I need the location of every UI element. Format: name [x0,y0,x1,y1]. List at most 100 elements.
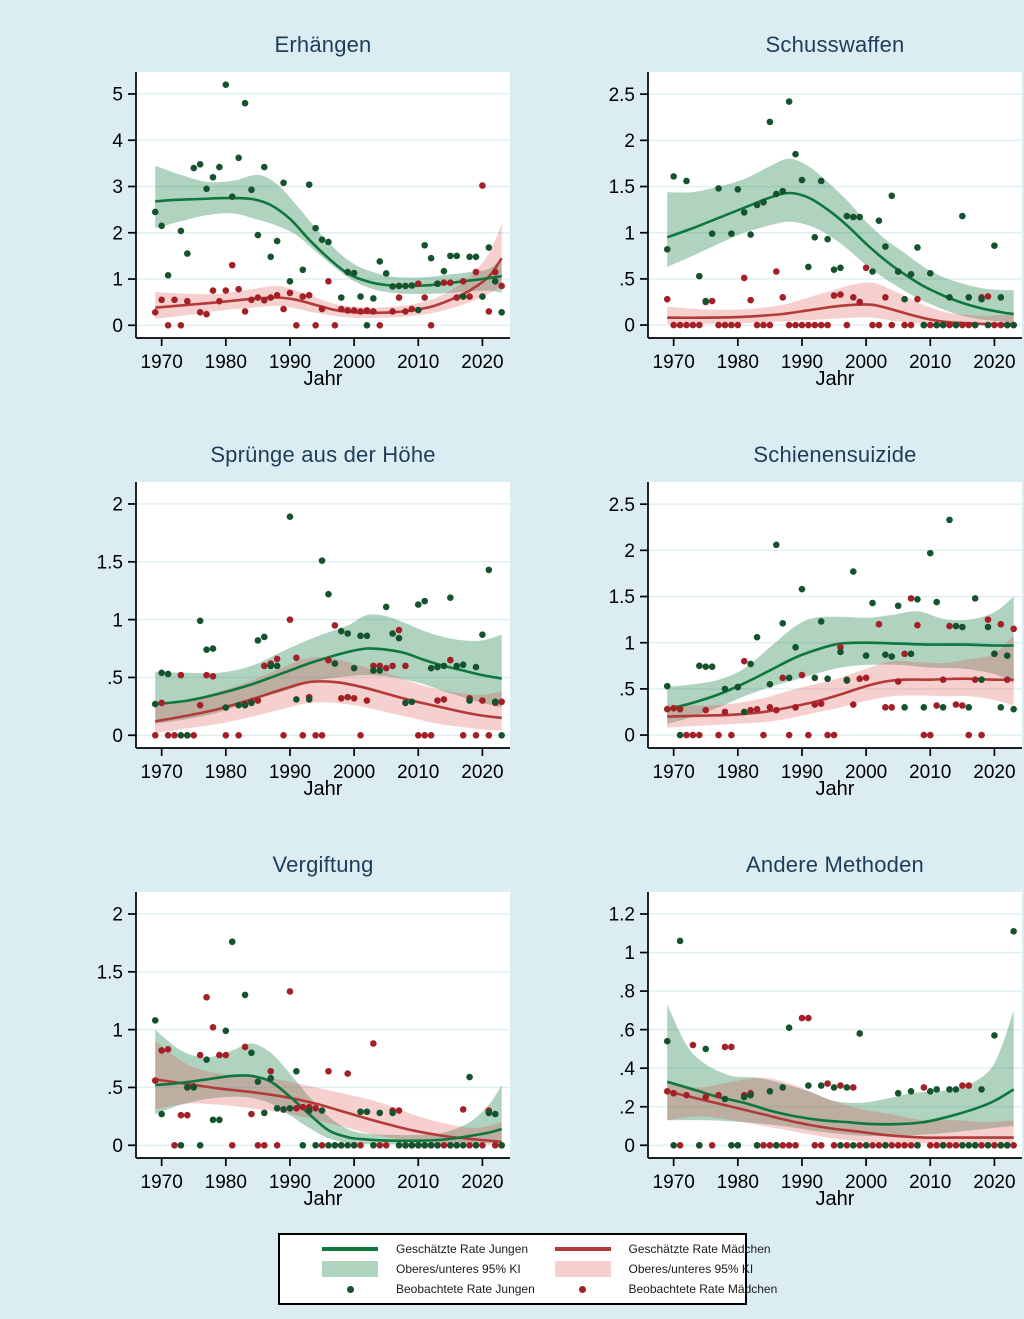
girls-ci-band-swatch [554,1261,611,1277]
svg-text:1.5: 1.5 [609,177,635,198]
svg-text:0: 0 [624,1136,635,1157]
legend-item-girls-observed: Beobachtete Rate Mädchen [513,1281,777,1298]
girls-fit-line-swatch [554,1247,611,1251]
svg-text:1.5: 1.5 [97,552,123,573]
svg-text:1970: 1970 [653,352,695,373]
panel-title: Erhängen [274,32,372,57]
svg-text:.2: .2 [619,1097,635,1118]
svg-text:2.5: 2.5 [609,85,635,106]
svg-text:.4: .4 [619,1059,635,1080]
svg-text:2000: 2000 [333,1172,375,1193]
legend-item-girls-fit: Geschätzte Rate Mädchen [513,1241,771,1258]
panel-schienensuizide: 0 .5 1 1.5 2 2.5 1970 1980 1990 2000 2010 2020 Schi… [552,426,1024,836]
x-axis-label: Jahr [815,778,855,800]
legend-label: Beobachtete Rate Jungen [396,1282,535,1296]
chart-canvas-schienensuizide: 0 .5 1 1.5 2 2.5 1970 1980 1990 2000 2010 2020 [609,482,1022,783]
svg-text:2000: 2000 [845,762,887,783]
panel-schusswaffen: 0 .5 1 1.5 2 2.5 1970 1980 1990 2000 2010 2020 Schu… [552,16,1024,426]
svg-text:2000: 2000 [333,762,375,783]
x-axis-label: Jahr [303,368,343,390]
svg-text:2010: 2010 [397,1172,439,1193]
svg-text:.5: .5 [619,270,635,291]
chart-canvas-spruenge: 0 .5 1 1.5 2 1970 1980 1990 2000 2010 2020 [97,482,510,783]
legend-label: Geschätzte Rate Jungen [396,1242,529,1256]
x-axis-label: Jahr [815,368,855,390]
svg-text:1990: 1990 [781,352,823,373]
svg-text:1980: 1980 [717,352,759,373]
svg-text:1970: 1970 [653,762,695,783]
svg-text:1990: 1990 [269,352,311,373]
panel-title: Schusswaffen [765,32,905,57]
legend: Geschätzte Rate Jungen Oberes/unteres 95… [278,1233,777,1305]
svg-text:0: 0 [112,316,123,337]
svg-text:1: 1 [112,270,123,291]
boys-fit-line-swatch [322,1247,378,1251]
svg-text:1: 1 [624,943,635,964]
svg-text:1.5: 1.5 [609,587,635,608]
chart-canvas-vergiftung: 0 .5 1 1.5 2 1970 1980 1990 2000 2010 2020 [97,892,510,1193]
svg-text:.5: .5 [107,1078,123,1099]
chart-canvas-schusswaffen: 0 .5 1 1.5 2 2.5 1970 1980 1990 2000 2010 2020 [609,72,1022,373]
boys-observed-dot-swatch [346,1285,354,1293]
svg-text:5: 5 [112,85,123,106]
svg-text:1.5: 1.5 [97,962,123,983]
svg-text:2: 2 [624,541,635,562]
legend-item-boys-fit: Geschätzte Rate Jungen [280,1241,528,1258]
svg-text:1980: 1980 [205,352,247,373]
svg-text:1: 1 [624,223,635,244]
panel-title: Vergiftung [272,852,374,877]
svg-text:1970: 1970 [141,1172,183,1193]
svg-text:0: 0 [624,726,635,747]
svg-text:.8: .8 [619,982,635,1003]
svg-text:2020: 2020 [461,1172,503,1193]
svg-text:2010: 2010 [909,762,951,783]
svg-text:1990: 1990 [781,762,823,783]
svg-text:2010: 2010 [909,352,951,373]
svg-text:1980: 1980 [717,762,759,783]
svg-text:1970: 1970 [653,1172,695,1193]
svg-text:0: 0 [624,316,635,337]
chart-canvas-erhaengen: 0 1 2 3 4 5 1970 1980 1990 2000 2010 2020 [112,72,510,373]
svg-text:2: 2 [112,223,123,244]
svg-text:1970: 1970 [141,762,183,783]
svg-text:2: 2 [112,495,123,516]
chart-canvas-andere-methoden: 0 .2 .4 .6 .8 1 1.2 1970 1980 1990 2000 2010 2020 [609,892,1022,1193]
panel-title: Sprünge aus der Höhe [210,442,436,467]
panel-title: Schienensuizide [753,442,917,467]
panel-title: Andere Methoden [746,852,924,877]
svg-text:2: 2 [624,131,635,152]
svg-text:2000: 2000 [333,352,375,373]
panel-spruenge: 0 .5 1 1.5 2 1970 1980 1990 2000 2010 2020 Sprünge… [40,426,552,836]
svg-text:2.5: 2.5 [609,495,635,516]
boys-ci-band-swatch [322,1261,378,1277]
svg-text:1: 1 [112,1020,123,1041]
panel-erhaengen: 0 1 2 3 4 5 1970 1980 1990 2000 2010 2020 Erhängen … [40,16,552,426]
svg-text:1980: 1980 [717,1172,759,1193]
x-axis-label: Jahr [303,778,343,800]
svg-text:.5: .5 [107,668,123,689]
legend-item-girls-ci: Oberes/unteres 95% KI [513,1261,753,1278]
svg-text:2000: 2000 [845,1172,887,1193]
svg-text:3: 3 [112,177,123,198]
legend-column-girls: Geschätzte Rate Mädchen Oberes/unteres 9… [513,1241,777,1298]
svg-text:0: 0 [112,726,123,747]
svg-text:1970: 1970 [141,352,183,373]
panel-andere-methoden: 0 .2 .4 .6 .8 1 1.2 1970 1980 1990 2000 2010 2020 An… [552,836,1024,1246]
svg-text:2010: 2010 [909,1172,951,1193]
svg-text:0: 0 [112,1136,123,1157]
svg-text:1.2: 1.2 [609,905,635,926]
svg-text:1990: 1990 [781,1172,823,1193]
svg-text:1990: 1990 [269,762,311,783]
svg-text:1980: 1980 [205,1172,247,1193]
svg-text:.5: .5 [619,680,635,701]
legend-label: Oberes/unteres 95% KI [628,1262,754,1276]
svg-text:2020: 2020 [461,762,503,783]
legend-item-boys-observed: Beobachtete Rate Jungen [280,1281,535,1298]
legend-item-boys-ci: Oberes/unteres 95% KI [280,1261,521,1278]
legend-label: Oberes/unteres 95% KI [396,1262,521,1276]
svg-text:2020: 2020 [973,352,1015,373]
panel-vergiftung: 0 .5 1 1.5 2 1970 1980 1990 2000 2010 2020 Vergift… [40,836,552,1246]
svg-text:2010: 2010 [397,762,439,783]
svg-text:2020: 2020 [461,352,503,373]
x-axis-label: Jahr [815,1188,855,1210]
